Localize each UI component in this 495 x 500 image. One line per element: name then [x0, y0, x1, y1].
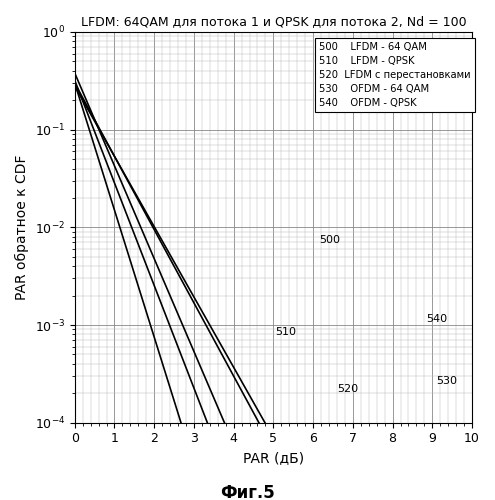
- Title: LFDM: 64QAM для потока 1 и QPSK для потока 2, Nd = 100: LFDM: 64QAM для потока 1 и QPSK для пото…: [81, 15, 466, 28]
- Text: 520: 520: [337, 384, 358, 394]
- Text: 510: 510: [275, 327, 297, 337]
- Text: 500    LFDM - 64 QAM
510    LFDM - QPSK
520  LFDM с перестановками
530    OFDM -: 500 LFDM - 64 QAM 510 LFDM - QPSK 520 LF…: [319, 42, 471, 108]
- Text: 500: 500: [319, 234, 340, 244]
- Text: 540: 540: [426, 314, 447, 324]
- Text: Фиг.5: Фиг.5: [220, 484, 275, 500]
- Text: 530: 530: [436, 376, 457, 386]
- Y-axis label: PAR обратное к CDF: PAR обратное к CDF: [15, 154, 29, 300]
- X-axis label: PAR (дБ): PAR (дБ): [243, 451, 304, 465]
